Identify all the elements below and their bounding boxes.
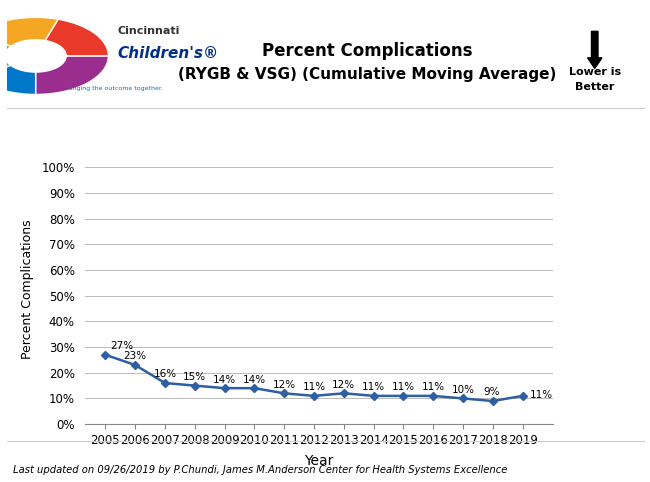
Text: 11%: 11% — [422, 382, 445, 392]
Wedge shape — [36, 56, 109, 94]
Text: (RYGB & VSG) (Cumulative Moving Average): (RYGB & VSG) (Cumulative Moving Average) — [178, 67, 556, 82]
X-axis label: Year: Year — [304, 454, 333, 468]
Text: 14%: 14% — [243, 375, 266, 385]
Text: 15%: 15% — [183, 372, 206, 382]
Text: 10%: 10% — [452, 385, 474, 395]
Wedge shape — [0, 17, 58, 56]
Text: 9%: 9% — [483, 388, 500, 398]
Text: Children's®: Children's® — [118, 46, 219, 62]
Text: 27%: 27% — [110, 341, 133, 351]
Text: 11%: 11% — [530, 390, 553, 400]
Text: 12%: 12% — [272, 380, 296, 390]
Text: 11%: 11% — [362, 382, 385, 392]
Text: Lower is: Lower is — [569, 67, 621, 77]
Y-axis label: Percent Complications: Percent Complications — [21, 219, 34, 359]
Text: changing the outcome together.: changing the outcome together. — [61, 86, 163, 91]
Text: 16%: 16% — [153, 369, 177, 379]
Text: 11%: 11% — [302, 382, 326, 392]
Text: Last updated on 09/26/2019 by P.Chundi, James M.Anderson Center for Health Syste: Last updated on 09/26/2019 by P.Chundi, … — [13, 465, 508, 475]
Text: Better: Better — [575, 82, 614, 92]
Text: 14%: 14% — [213, 375, 236, 385]
Text: Cincinnati: Cincinnati — [118, 26, 180, 36]
Wedge shape — [0, 33, 36, 79]
Text: 11%: 11% — [392, 382, 415, 392]
Wedge shape — [0, 56, 36, 94]
Circle shape — [5, 40, 66, 72]
Text: 12%: 12% — [332, 380, 356, 390]
Text: 23%: 23% — [124, 351, 147, 362]
Text: Percent Complications: Percent Complications — [262, 41, 473, 60]
Wedge shape — [36, 19, 109, 56]
